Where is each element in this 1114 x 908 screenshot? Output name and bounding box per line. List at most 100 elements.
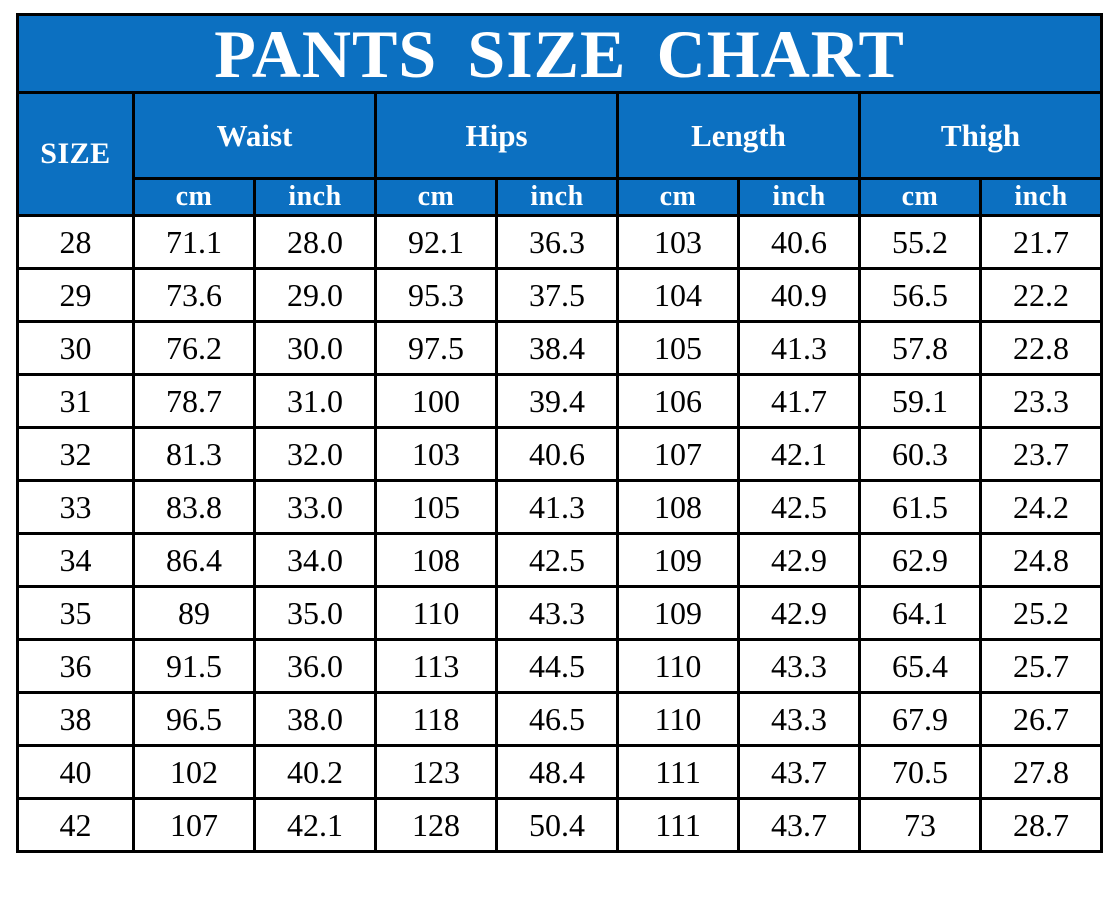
measurement-value: 92.1 <box>374 214 498 270</box>
measurement-value: 83.8 <box>132 479 256 535</box>
size-value: 40 <box>16 744 135 800</box>
measurement-value: 50.4 <box>495 797 619 853</box>
measurement-value: 40.2 <box>253 744 377 800</box>
measurement-value: 35.0 <box>253 585 377 641</box>
measurement-value: 102 <box>132 744 256 800</box>
measurement-value: 65.4 <box>858 638 982 694</box>
size-value: 38 <box>16 691 135 747</box>
measurement-value: 55.2 <box>858 214 982 270</box>
measurement-value: 61.5 <box>858 479 982 535</box>
size-row-33: 33 83.8 33.0 105 41.3 108 42.5 61.5 24.2 <box>16 479 1104 535</box>
measurement-value: 104 <box>616 267 740 323</box>
title-row: PANTS SIZE CHART <box>15 13 1104 94</box>
measurement-value: 44.5 <box>495 638 619 694</box>
measurement-value: 128 <box>374 797 498 853</box>
measurement-value: 106 <box>616 373 740 429</box>
size-row-38: 38 96.5 38.0 118 46.5 110 43.3 67.9 26.7 <box>16 691 1104 747</box>
measurement-value: 76.2 <box>132 320 256 376</box>
size-value: 29 <box>16 267 135 323</box>
page-title: PANTS SIZE CHART <box>15 13 1104 94</box>
measurement-value: 36.0 <box>253 638 377 694</box>
measurement-value: 39.4 <box>495 373 619 429</box>
measurement-value: 24.2 <box>978 479 1104 535</box>
measurement-value: 105 <box>374 479 498 535</box>
measurement-value: 27.8 <box>978 744 1104 800</box>
measurement-value: 110 <box>374 585 498 641</box>
measurement-value: 109 <box>616 585 740 641</box>
group-header-row: SIZE Waist Hips Length Thigh <box>16 91 1104 217</box>
measurement-value: 123 <box>374 744 498 800</box>
measurement-value: 73 <box>858 797 982 853</box>
size-row-42: 42 107 42.1 128 50.4 111 43.7 73 28.7 <box>16 797 1104 853</box>
measurement-value: 111 <box>616 744 740 800</box>
measurement-value: 42.5 <box>495 532 619 588</box>
measurement-value: 56.5 <box>858 267 982 323</box>
measurement-value: 38.0 <box>253 691 377 747</box>
column-group-waist: Waist <box>132 91 377 180</box>
measurement-value: 22.8 <box>978 320 1104 376</box>
size-row-30: 30 76.2 30.0 97.5 38.4 105 41.3 57.8 22.8 <box>16 320 1104 376</box>
measurement-value: 95.3 <box>374 267 498 323</box>
size-row-34: 34 86.4 34.0 108 42.5 109 42.9 62.9 24.8 <box>16 532 1104 588</box>
measurement-value: 97.5 <box>374 320 498 376</box>
measurement-value: 108 <box>616 479 740 535</box>
measurement-value: 78.7 <box>132 373 256 429</box>
measurement-value: 22.2 <box>978 267 1104 323</box>
measurement-value: 40.6 <box>495 426 619 482</box>
measurement-value: 118 <box>374 691 498 747</box>
measurement-value: 67.9 <box>858 691 982 747</box>
size-row-28: 28 71.1 28.0 92.1 36.3 103 40.6 55.2 21.7 <box>16 214 1104 270</box>
measurement-value: 41.3 <box>737 320 861 376</box>
measurement-value: 107 <box>132 797 256 853</box>
measurement-value: 100 <box>374 373 498 429</box>
measurement-value: 25.2 <box>978 585 1104 641</box>
measurement-value: 43.7 <box>737 744 861 800</box>
measurement-value: 43.3 <box>737 691 861 747</box>
unit-header-hips-cm: cm <box>374 177 498 217</box>
measurement-value: 64.1 <box>858 585 982 641</box>
measurement-value: 37.5 <box>495 267 619 323</box>
measurement-value: 26.7 <box>978 691 1104 747</box>
measurement-value: 62.9 <box>858 532 982 588</box>
measurement-value: 105 <box>616 320 740 376</box>
measurement-value: 41.7 <box>737 373 861 429</box>
measurement-value: 107 <box>616 426 740 482</box>
size-row-40: 40 102 40.2 123 48.4 111 43.7 70.5 27.8 <box>16 744 1104 800</box>
measurement-value: 109 <box>616 532 740 588</box>
measurement-value: 21.7 <box>978 214 1104 270</box>
size-value: 31 <box>16 373 135 429</box>
column-group-length: Length <box>616 91 861 180</box>
measurement-value: 71.1 <box>132 214 256 270</box>
measurement-value: 103 <box>374 426 498 482</box>
measurement-value: 34.0 <box>253 532 377 588</box>
column-header-size: SIZE <box>16 91 135 217</box>
size-value: 30 <box>16 320 135 376</box>
measurement-value: 43.3 <box>737 638 861 694</box>
unit-header-thigh-inch: inch <box>978 177 1104 217</box>
size-row-29: 29 73.6 29.0 95.3 37.5 104 40.9 56.5 22.2 <box>16 267 1104 323</box>
measurement-value: 57.8 <box>858 320 982 376</box>
measurement-value: 42.5 <box>737 479 861 535</box>
measurement-value: 28.7 <box>978 797 1104 853</box>
measurement-value: 24.8 <box>978 532 1104 588</box>
unit-header-thigh-cm: cm <box>858 177 982 217</box>
size-value: 34 <box>16 532 135 588</box>
size-row-32: 32 81.3 32.0 103 40.6 107 42.1 60.3 23.7 <box>16 426 1104 482</box>
measurement-value: 42.9 <box>737 585 861 641</box>
measurement-value: 46.5 <box>495 691 619 747</box>
measurement-value: 33.0 <box>253 479 377 535</box>
measurement-value: 38.4 <box>495 320 619 376</box>
size-table-body: 28 71.1 28.0 92.1 36.3 103 40.6 55.2 21.7 29 73.6 2… <box>16 214 1104 853</box>
measurement-value: 111 <box>616 797 740 853</box>
measurement-value: 73.6 <box>132 267 256 323</box>
measurement-value: 96.5 <box>132 691 256 747</box>
unit-header-row: cm inch cm inch cm inch cm inch <box>18 177 1104 217</box>
column-group-hips: Hips <box>374 91 619 180</box>
measurement-value: 91.5 <box>132 638 256 694</box>
size-value: 35 <box>16 585 135 641</box>
measurement-value: 42.9 <box>737 532 861 588</box>
size-value: 33 <box>16 479 135 535</box>
measurement-value: 40.6 <box>737 214 861 270</box>
measurement-value: 60.3 <box>858 426 982 482</box>
